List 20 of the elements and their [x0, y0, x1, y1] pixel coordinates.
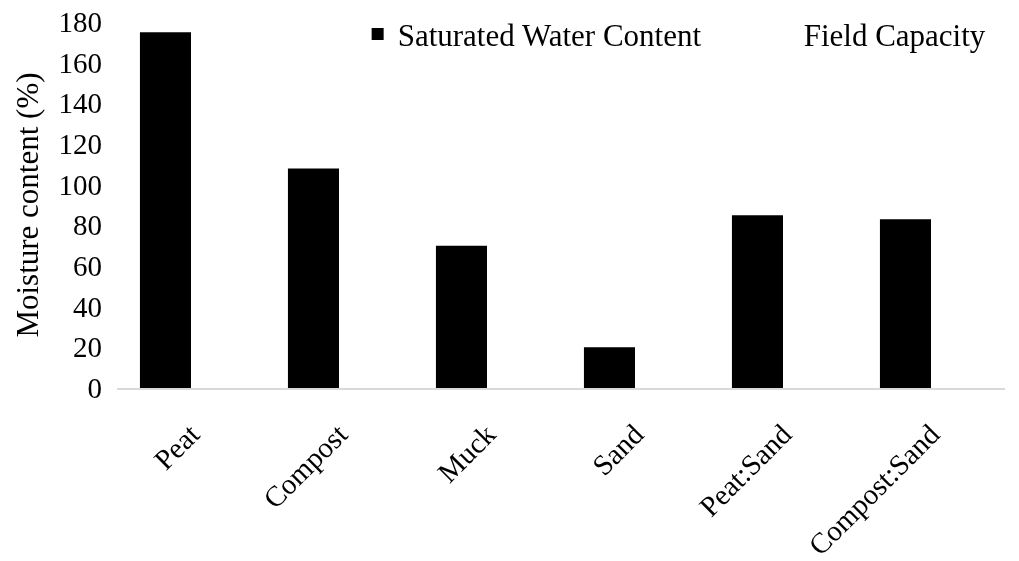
y-tick-label: 160	[58, 46, 102, 79]
y-axis-title: Moisture content (%)	[10, 72, 46, 338]
y-tick-label: 180	[58, 6, 102, 39]
bar	[583, 347, 635, 388]
bar	[879, 219, 931, 388]
y-tick-label: 80	[73, 209, 102, 242]
text: Field Capacity	[803, 18, 986, 54]
bar	[287, 168, 339, 388]
y-tick-label: 0	[87, 372, 102, 405]
y-tick-label: 140	[58, 87, 102, 120]
y-tick-label: 60	[73, 250, 102, 283]
bar	[139, 32, 191, 388]
bar	[435, 245, 487, 388]
x-tick-label: Peat	[147, 417, 206, 476]
y-tick-label: 120	[58, 128, 102, 161]
legend-label: Saturated Water Content	[397, 18, 702, 54]
y-tick-label: 20	[73, 331, 102, 364]
y-tick-label: 100	[58, 168, 102, 201]
y-tick-label: 40	[73, 290, 102, 323]
bar	[731, 215, 783, 388]
